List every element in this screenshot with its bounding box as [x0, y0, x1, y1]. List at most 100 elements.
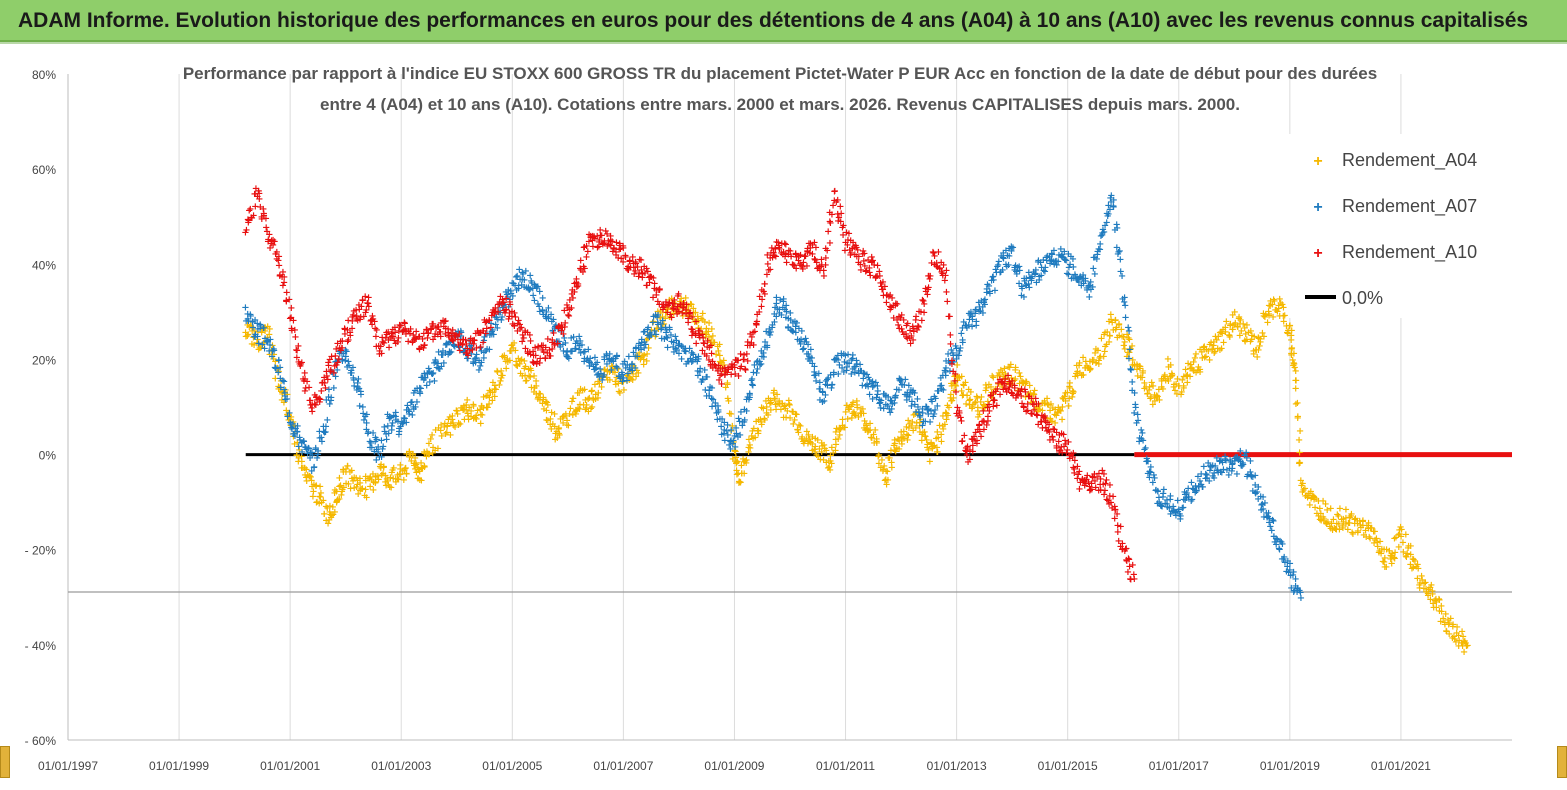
marker-rendement_a07: + — [260, 323, 268, 334]
marker-rendement_a04: + — [1057, 406, 1065, 417]
marker-rendement_a04: + — [781, 403, 789, 414]
marker-rendement_a04: + — [283, 411, 291, 422]
marker-rendement_a04: + — [905, 423, 913, 434]
marker-rendement_a04: + — [1022, 377, 1030, 388]
marker-rendement_a04: + — [1005, 379, 1013, 390]
marker-rendement_a04: + — [845, 404, 853, 415]
marker-rendement_a04: + — [473, 406, 481, 417]
marker-rendement_a04: + — [971, 398, 979, 409]
marker-rendement_a04: + — [1084, 363, 1092, 374]
marker-rendement_a04: + — [490, 384, 498, 395]
page-title: ADAM Informe. Evolution historique des p… — [0, 0, 1567, 42]
marker-rendement_a04: + — [382, 481, 390, 492]
marker-rendement_a04: + — [243, 331, 251, 342]
marker-rendement_a04: + — [576, 400, 584, 411]
marker-rendement_a04: + — [618, 377, 626, 388]
left-handle[interactable] — [0, 746, 10, 778]
marker-rendement_a04: + — [771, 394, 779, 405]
marker-rendement_a04: + — [524, 365, 532, 376]
marker-rendement_a04: + — [410, 458, 418, 469]
y-tick-label: - 60% — [25, 734, 57, 748]
marker-rendement_a04: + — [250, 326, 258, 337]
marker-rendement_a04: + — [317, 488, 325, 499]
marker-rendement_a04: + — [693, 317, 701, 328]
marker-rendement_a04: + — [551, 434, 559, 445]
marker-rendement_a04: + — [725, 409, 733, 420]
marker-rendement_a04: + — [968, 402, 976, 413]
marker-rendement_a04: + — [949, 393, 957, 404]
marker-rendement_a04: + — [633, 351, 641, 362]
marker-rendement_a04: + — [916, 427, 924, 438]
marker-rendement_a04: + — [903, 435, 911, 446]
marker-rendement_a10: + — [574, 279, 582, 290]
marker-rendement_a04: + — [512, 356, 520, 367]
marker-rendement_a04: + — [1086, 363, 1094, 374]
marker-rendement_a04: + — [623, 370, 631, 381]
marker-rendement_a04: + — [380, 461, 388, 472]
marker-rendement_a04: + — [1046, 413, 1054, 424]
marker-rendement_a04: + — [1061, 388, 1069, 399]
marker-rendement_a04: + — [362, 476, 370, 487]
marker-rendement_a04: + — [1011, 363, 1019, 374]
marker-rendement_a04: + — [920, 427, 928, 438]
marker-rendement_a04: + — [242, 332, 250, 343]
marker-rendement_a10: + — [920, 299, 928, 310]
y-tick-label: - 20% — [25, 544, 57, 558]
marker-rendement_a04: + — [587, 387, 595, 398]
right-handle[interactable] — [1557, 746, 1567, 778]
marker-rendement_a04: + — [808, 432, 816, 443]
marker-rendement_a04: + — [414, 465, 422, 476]
marker-rendement_a10: + — [655, 285, 663, 296]
marker-rendement_a04: + — [559, 411, 567, 422]
marker-rendement_a04: + — [811, 441, 819, 452]
marker-rendement_a07: + — [763, 341, 771, 352]
x-tick-label: 01/01/1997 — [38, 759, 98, 773]
marker-rendement_a07: + — [1118, 271, 1126, 282]
marker-rendement_a04: + — [417, 458, 425, 469]
marker-rendement_a04: + — [935, 421, 943, 432]
marker-rendement_a04: + — [1014, 386, 1022, 397]
marker-rendement_a04: + — [759, 404, 767, 415]
marker-rendement_a04: + — [302, 473, 310, 484]
marker-rendement_a04: + — [804, 430, 812, 441]
marker-rendement_a04: + — [681, 293, 689, 304]
marker-rendement_a04: + — [579, 385, 587, 396]
marker-rendement_a04: + — [764, 410, 772, 421]
marker-rendement_a04: + — [602, 372, 610, 383]
marker-rendement_a04: + — [879, 465, 887, 476]
marker-rendement_a07: + — [1091, 269, 1099, 280]
marker-rendement_a04: + — [342, 464, 350, 475]
marker-rendement_a07: + — [1121, 300, 1129, 311]
marker-rendement_a04: + — [401, 464, 409, 475]
marker-rendement_a04: + — [565, 409, 573, 420]
marker-rendement_a04: + — [303, 476, 311, 487]
marker-rendement_a04: + — [654, 306, 662, 317]
marker-rendement_a04: + — [939, 424, 947, 435]
marker-rendement_a04: + — [332, 497, 340, 508]
marker-rendement_a04: + — [405, 452, 413, 463]
marker-rendement_a04: + — [381, 477, 389, 488]
marker-rendement_a04: + — [267, 345, 275, 356]
marker-rendement_a04: + — [443, 421, 451, 432]
marker-rendement_a04: + — [414, 474, 422, 485]
x-tick-label: 01/01/2021 — [1371, 759, 1431, 773]
marker-rendement_a04: + — [284, 410, 292, 421]
marker-rendement_a04: + — [623, 376, 631, 387]
marker-rendement_a04: + — [647, 325, 655, 336]
marker-rendement_a04: + — [691, 307, 699, 318]
marker-rendement_a04: + — [733, 457, 741, 468]
marker-rendement_a04: + — [520, 356, 528, 367]
marker-rendement_a04: + — [356, 485, 364, 496]
marker-rendement_a04: + — [922, 435, 930, 446]
marker-rendement_a07: + — [1100, 227, 1108, 238]
marker-rendement_a04: + — [761, 415, 769, 426]
marker-rendement_a04: + — [336, 480, 344, 491]
marker-rendement_a04: + — [517, 355, 525, 366]
marker-rendement_a04: + — [1066, 378, 1074, 389]
marker-rendement_a04: + — [1086, 365, 1094, 376]
marker-rendement_a04: + — [289, 417, 297, 428]
marker-rendement_a04: + — [685, 301, 693, 312]
marker-rendement_a04: + — [988, 392, 996, 403]
marker-rendement_a04: + — [950, 386, 958, 397]
marker-rendement_a04: + — [778, 398, 786, 409]
